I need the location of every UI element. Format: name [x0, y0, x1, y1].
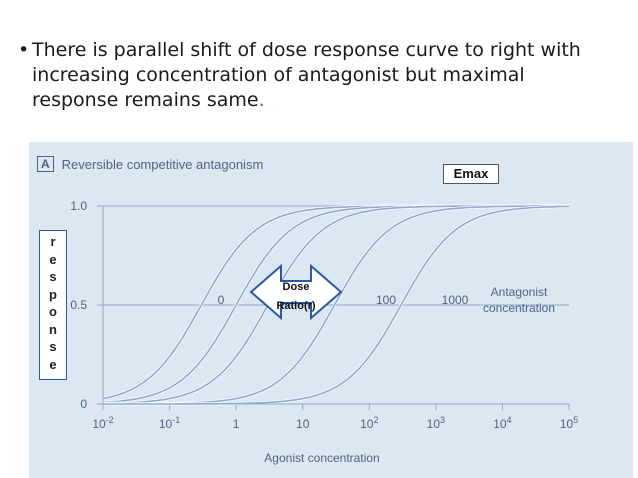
- bullet-text-line-2: increasing concentration of antagonist b…: [32, 64, 525, 86]
- slide-bullet-text: • There is parallel shift of dose respon…: [18, 38, 628, 113]
- bullet-period: .: [258, 89, 265, 111]
- response-letter: p: [49, 286, 57, 302]
- chart-labels: 0 100 1000: [218, 293, 469, 307]
- curve-label: 100: [376, 293, 396, 307]
- dose-response-figure: A Reversible competitive antagonism 10-2…: [29, 142, 633, 478]
- y-tick-label: 0.5: [70, 298, 87, 312]
- response-letter: e: [49, 356, 57, 372]
- chart-axes: [102, 206, 569, 405]
- x-tick-label: 102: [360, 415, 378, 431]
- y-tick-label: 0: [80, 397, 87, 411]
- curve-label: 0: [218, 293, 225, 307]
- response-letter: s: [49, 269, 57, 284]
- panel-letter: A: [37, 156, 54, 172]
- antagonist-label-2: concentration: [483, 301, 555, 315]
- x-tick-label: 103: [427, 415, 445, 431]
- x-tick-label: 105: [560, 415, 578, 431]
- response-letter: o: [49, 304, 57, 319]
- dose-ratio-label-1: Dose: [283, 281, 310, 293]
- bullet-line-3: response remains same.: [18, 88, 628, 113]
- y-tick-label: 1.0: [70, 199, 87, 213]
- x-tick-label: 104: [493, 415, 511, 431]
- response-letter: e: [49, 251, 57, 267]
- x-tick-label: 1: [233, 417, 240, 431]
- response-letter: s: [49, 339, 57, 354]
- bullet-text-line-1: There is parallel shift of dose response…: [32, 39, 581, 61]
- bullet-point: •: [18, 39, 30, 61]
- response-letter: n: [49, 321, 57, 337]
- chart-ticks: 10-2 10-1 1 10 102 103 104 105 0 0.5 1.0: [70, 199, 578, 431]
- chart-curves: [102, 204, 570, 406]
- x-tick-label: 10-2: [92, 415, 113, 431]
- bullet-line-1: • There is parallel shift of dose respon…: [18, 38, 628, 63]
- bullet-text-line-3: response remains same.: [32, 89, 265, 111]
- dose-ratio-arrow: [249, 263, 343, 321]
- figure-title: A Reversible competitive antagonism: [37, 156, 263, 172]
- x-tick-label: 10: [296, 417, 310, 431]
- emax-label-box: Emax: [443, 164, 499, 184]
- x-tick-label: 10-1: [159, 415, 180, 431]
- antagonist-label-1: Antagonist: [491, 285, 548, 299]
- response-letter: r: [50, 234, 56, 249]
- x-axis-title: Agonist concentration: [264, 451, 379, 465]
- figure-title-text: Reversible competitive antagonism: [61, 156, 264, 172]
- curve-label: 1000: [442, 293, 469, 307]
- dose-ratio-label-2: Ratio(r): [276, 300, 315, 312]
- bullet-line-2: increasing concentration of antagonist b…: [18, 63, 628, 88]
